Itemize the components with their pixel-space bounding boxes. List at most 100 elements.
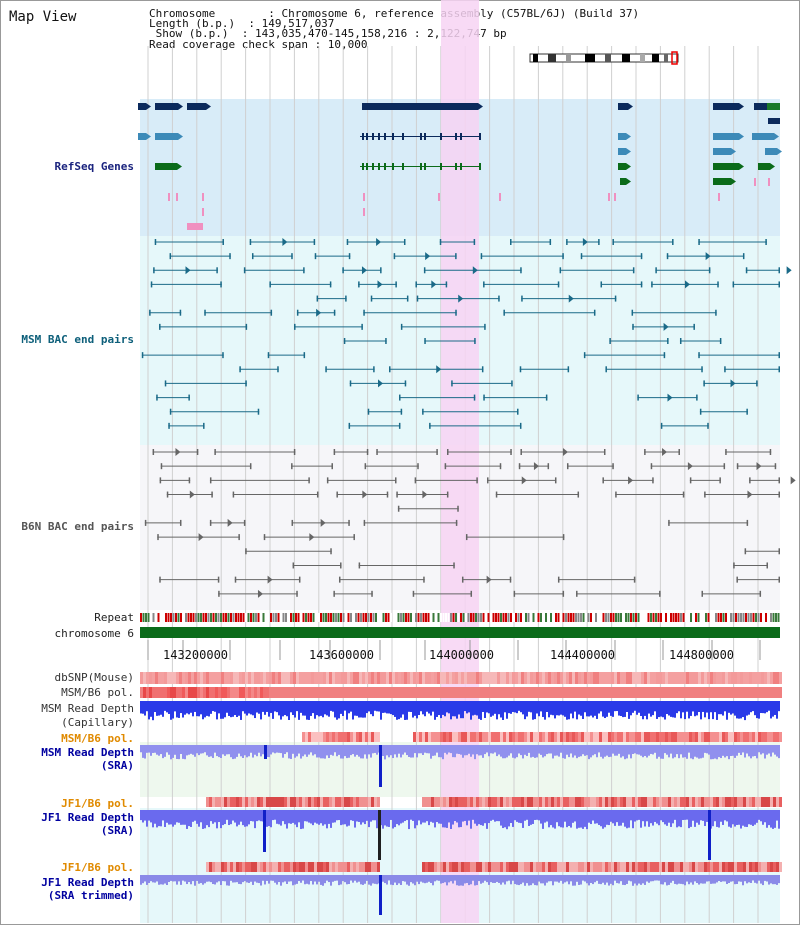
msm-sra-depth: [152, 745, 154, 753]
msm-pol-heat: [266, 687, 269, 698]
msm-pol-heat: [140, 687, 143, 698]
msm-pol2-heat: [536, 732, 539, 742]
jf1-pol2-heat: [593, 862, 596, 872]
jf1-pol-heat: [230, 797, 233, 807]
track-label-b6n-bac[interactable]: B6N BAC end pairs: [21, 520, 134, 533]
jf1-trim-depth: [760, 875, 762, 884]
jf1-trim-depth: [294, 875, 296, 885]
jf1-sra-depth: [772, 810, 774, 829]
jf1-pol2-heat: [368, 862, 371, 872]
msm-pol-heat: [752, 687, 755, 698]
jf1-sra-depth: [776, 810, 778, 821]
msm-pol2-heat: [509, 732, 512, 742]
jf1-pol2-heat: [425, 862, 428, 872]
track-label-msm-depth-sra-1[interactable]: MSM Read Depth: [41, 746, 134, 759]
msm-capillary-depth: [472, 701, 474, 716]
repeat-mark: [237, 613, 240, 622]
jf1-trim-depth: [288, 875, 290, 882]
msm-sra-depth: [386, 745, 388, 756]
jf1-pol-heat: [560, 797, 563, 807]
msm-bac-pair-end: [345, 295, 347, 302]
dbsnp-heat: [350, 672, 353, 684]
msm-sra-depth: [438, 745, 440, 758]
msm-sra-depth: [170, 745, 172, 760]
msm-sra-depth: [522, 745, 524, 759]
msm-sra-depth: [288, 745, 290, 759]
jf1-pol-heat: [635, 797, 638, 807]
msm-pol-heat: [356, 687, 359, 698]
msm-pol2-heat: [479, 732, 482, 742]
track-label-dbsnp[interactable]: dbSNP(Mouse): [54, 671, 134, 684]
track-label-msm-depth-capillary-2[interactable]: (Capillary): [61, 716, 134, 729]
repeat-mark: [530, 613, 532, 622]
msm-sra-depth: [520, 745, 522, 756]
b6n-bac-pair-end: [769, 449, 772, 455]
track-label-msm-b6-pol-2[interactable]: MSM/B6 pol.: [61, 732, 134, 745]
track-label-msm-bac[interactable]: MSM BAC end pairs: [21, 333, 134, 346]
msm-pol2-heat: [668, 732, 671, 742]
jf1-sra-depth: [330, 810, 332, 828]
gene-marker: [363, 193, 365, 201]
msm-sra-depth: [200, 745, 202, 754]
jf1-sra-depth: [650, 810, 652, 824]
jf1-sra-depth: [580, 810, 582, 828]
track-label-jf1-b6-pol[interactable]: JF1/B6 pol.: [61, 797, 134, 810]
jf1-pol-heat: [236, 797, 239, 807]
jf1-sra-depth: [384, 810, 386, 826]
dbsnp-heat: [635, 672, 638, 684]
track-label-msm-depth-sra-2[interactable]: (SRA): [100, 759, 134, 772]
msm-sra-depth: [460, 745, 462, 755]
gene-arrow: [739, 103, 744, 110]
msm-capillary-depth: [488, 701, 490, 714]
jf1-pol-heat: [335, 797, 338, 807]
track-label-refseq[interactable]: RefSeq Genes: [54, 160, 134, 173]
msm-pol2-heat: [734, 732, 737, 742]
dbsnp-heat: [389, 672, 392, 684]
track-label-chromosome[interactable]: chromosome 6: [54, 627, 134, 640]
jf1-pol-heat: [557, 797, 560, 807]
msm-pol-heat: [404, 687, 407, 698]
jf1-sra-depth: [342, 810, 344, 825]
msm-pol2-heat: [560, 732, 563, 742]
dbsnp-heat: [182, 672, 185, 684]
track-label-repeat[interactable]: Repeat: [94, 611, 134, 624]
jf1-sra-depth: [594, 810, 596, 824]
repeat-mark: [427, 613, 430, 622]
msm-bac-pair-end: [605, 366, 607, 373]
jf1-trim-depth: [658, 875, 660, 881]
msm-pol-heat: [197, 687, 200, 698]
msm-capillary-depth: [426, 701, 428, 712]
dbsnp-heat: [152, 672, 155, 684]
track-label-msm-depth-capillary-1[interactable]: MSM Read Depth: [41, 702, 134, 715]
msm-capillary-depth: [396, 701, 398, 720]
dbsnp-heat: [764, 672, 767, 684]
b6n-bac-pair-end: [196, 449, 199, 455]
jf1-pol2-heat: [671, 862, 674, 872]
jf1-trim-depth: [200, 875, 202, 884]
repeat-mark: [285, 613, 287, 622]
jf1-pol2-heat: [440, 862, 443, 872]
track-label-jf1-depth-sra-1[interactable]: JF1 Read Depth: [41, 811, 134, 824]
track-label-jf1-b6-pol-2[interactable]: JF1/B6 pol.: [61, 861, 134, 874]
jf1-pol-heat: [356, 797, 359, 807]
msm-pol2-heat: [473, 732, 476, 742]
track-label-jf1-depth-trim-2[interactable]: (SRA trimmed): [47, 889, 134, 902]
msm-pol-heat: [596, 687, 599, 698]
msm-sra-depth: [226, 745, 228, 755]
msm-capillary-depth: [778, 701, 780, 712]
msm-sra-depth: [448, 745, 450, 753]
jf1-sra-depth: [434, 810, 436, 828]
track-label-msm-b6-pol[interactable]: MSM/B6 pol.: [61, 686, 134, 699]
jf1-trim-depth: [270, 875, 272, 881]
jf1-sra-depth: [666, 810, 668, 826]
jf1-pol-heat: [245, 797, 248, 807]
track-label-jf1-depth-sra-2[interactable]: (SRA): [100, 824, 134, 837]
jf1-pol-heat: [494, 797, 497, 807]
repeat-mark: [190, 613, 192, 622]
msm-sra-depth: [236, 745, 238, 757]
repeat-mark: [550, 613, 552, 622]
dbsnp-heat: [656, 672, 659, 684]
track-label-jf1-depth-trim-1[interactable]: JF1 Read Depth: [41, 876, 134, 889]
msm-capillary-depth: [262, 701, 264, 712]
